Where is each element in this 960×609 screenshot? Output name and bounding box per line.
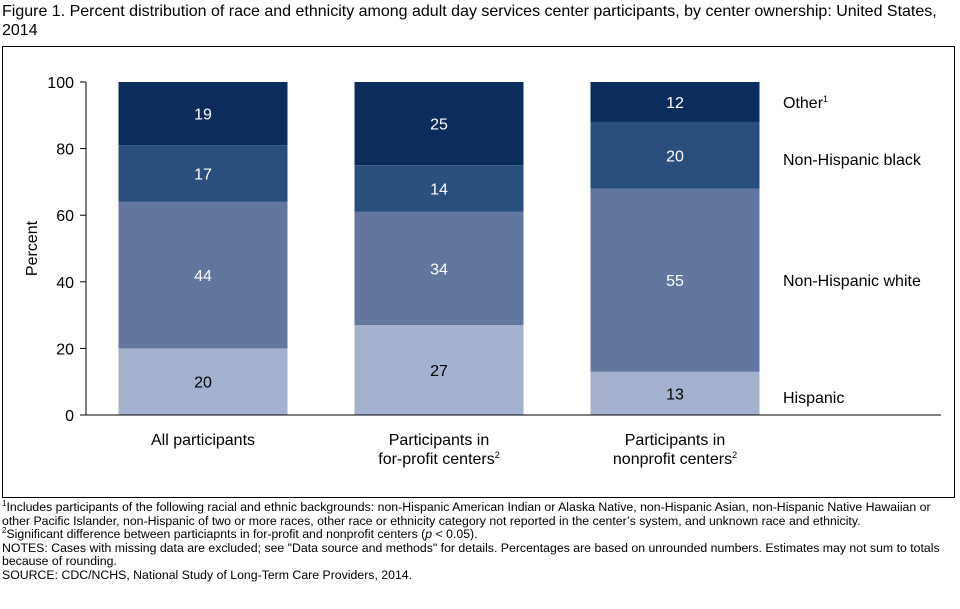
legend: Hispanic Non-Hispanic white Non-Hispanic b… bbox=[783, 94, 922, 407]
value-label-other-3: 12 bbox=[666, 95, 684, 112]
value-labels-layer: 20 44 17 19 27 34 14 25 13 55 20 12 bbox=[194, 95, 684, 403]
value-label-non-hispanic-white-3: 55 bbox=[666, 273, 684, 290]
value-label-non-hispanic-black-2: 14 bbox=[430, 182, 448, 199]
y-tick-label-100: 100 bbox=[47, 75, 74, 92]
category-label-1: All participants bbox=[151, 432, 255, 449]
y-axis: 0 20 40 60 80 100 Percent bbox=[24, 75, 941, 425]
chart-notes: 1Includes participants of the following … bbox=[2, 499, 954, 583]
value-label-non-hispanic-white-1: 44 bbox=[194, 268, 212, 285]
value-label-non-hispanic-black-3: 20 bbox=[666, 148, 684, 165]
chart-title: Figure 1. Percent distribution of race a… bbox=[2, 3, 937, 39]
value-label-other-1: 19 bbox=[194, 107, 212, 124]
legend-label-non-hispanic-white: Non-Hispanic white bbox=[783, 273, 921, 290]
y-tick-label-0: 0 bbox=[65, 408, 74, 425]
bar-segment-non-hispanic-white-1 bbox=[118, 201, 288, 349]
chart-frame: 20 44 17 19 27 34 14 25 13 55 20 12 0 20 40 60 80 100 Per… bbox=[2, 46, 955, 498]
footnote-1: 1Includes participants of the following … bbox=[2, 499, 954, 528]
value-label-hispanic-1: 20 bbox=[194, 375, 212, 392]
notes-text: NOTES: Cases with missing data are exclu… bbox=[2, 540, 940, 569]
bar-segment-other-1 bbox=[118, 82, 288, 146]
value-label-other-2: 25 bbox=[430, 117, 448, 134]
legend-label-other: Other1 bbox=[783, 94, 828, 112]
bar-segment-hispanic-1 bbox=[118, 348, 288, 415]
category-label-2: Participants in for-profit centers2 bbox=[378, 432, 500, 468]
bars-layer bbox=[118, 82, 760, 415]
footnote-1-mark: 1 bbox=[2, 499, 7, 508]
legend-label-hispanic: Hispanic bbox=[783, 390, 844, 407]
y-axis-label: Percent bbox=[24, 220, 41, 276]
source-text: SOURCE: CDC/NCHS, National Study of Long… bbox=[2, 567, 413, 582]
legend-label-non-hispanic-black: Non-Hispanic black bbox=[783, 152, 922, 169]
y-tick-label-80: 80 bbox=[56, 142, 74, 159]
footnote-2-mark: 2 bbox=[2, 526, 7, 536]
value-label-hispanic-2: 27 bbox=[430, 363, 448, 380]
bar-segment-non-hispanic-black-2 bbox=[354, 165, 524, 212]
bar-segment-non-hispanic-black-1 bbox=[118, 145, 288, 202]
bar-segment-hispanic-2 bbox=[354, 325, 524, 415]
bar-segment-other-3 bbox=[590, 82, 760, 122]
y-tick-label-60: 60 bbox=[56, 208, 74, 225]
category-label-3: Participants in nonprofit centers2 bbox=[613, 432, 737, 468]
value-label-non-hispanic-white-2: 34 bbox=[430, 261, 448, 278]
x-axis-categories: All participants Participants in for-profi… bbox=[151, 432, 737, 468]
footnote-2: 2Significant difference between particia… bbox=[2, 526, 954, 542]
footnote-2-text-end: < 0.05). bbox=[432, 527, 478, 542]
footnote-2-text-start: Significant difference between particiap… bbox=[6, 527, 426, 542]
stacked-bar-chart: 20 44 17 19 27 34 14 25 13 55 20 12 0 20 40 60 80 100 Per… bbox=[24, 75, 941, 468]
bar-segment-non-hispanic-white-2 bbox=[354, 211, 524, 326]
y-tick-label-20: 20 bbox=[56, 341, 74, 358]
bar-segment-other-2 bbox=[354, 82, 524, 166]
bar-segment-hispanic-3 bbox=[590, 371, 760, 415]
footnote-2-p: p bbox=[425, 527, 433, 542]
value-label-hispanic-3: 13 bbox=[666, 386, 684, 403]
footnote-1-text: Includes participants of the following r… bbox=[2, 500, 931, 528]
bar-segment-non-hispanic-white-3 bbox=[590, 188, 760, 372]
y-tick-label-40: 40 bbox=[56, 275, 74, 292]
value-label-non-hispanic-black-1: 17 bbox=[194, 167, 212, 184]
bar-segment-non-hispanic-black-3 bbox=[590, 121, 760, 189]
